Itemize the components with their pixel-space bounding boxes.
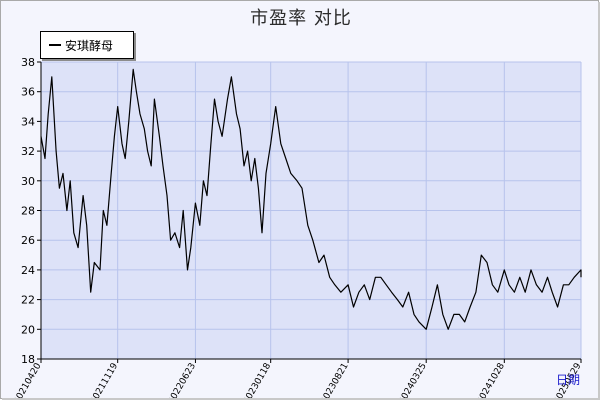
y-tick-label: 32	[21, 145, 35, 158]
x-tick-label: 20211119	[89, 361, 121, 399]
frame-shadow-bottom	[2, 398, 600, 400]
series-line	[40, 68, 582, 330]
frame-shadow-right	[598, 2, 600, 400]
x-tick-label: 20230118	[242, 361, 274, 399]
y-tick-label: 26	[21, 234, 35, 247]
y-tick-label: 38	[21, 56, 35, 69]
legend-label: 安琪酵母	[65, 39, 114, 53]
y-tick-label: 34	[21, 115, 35, 128]
chart-title: 市盈率 对比	[250, 8, 352, 29]
x-tick-label: 20220623	[166, 362, 198, 400]
legend-swatch	[49, 44, 61, 46]
x-tick-label: 20230821	[319, 362, 351, 400]
x-tick-label: 20210420	[12, 361, 44, 399]
y-tick-label: 28	[21, 205, 35, 218]
legend: 安琪酵母	[40, 31, 134, 59]
x-tick-label: 20241028	[475, 361, 507, 399]
x-tick-label: 20240325	[397, 362, 429, 400]
y-tick-label: 36	[21, 86, 35, 99]
x-axis-title: 日期	[556, 373, 581, 387]
y-tick-label: 24	[21, 264, 35, 277]
y-tick-label: 20	[21, 323, 35, 336]
y-tick-label: 22	[21, 294, 35, 307]
y-tick-label: 30	[21, 175, 35, 188]
y-tick-label: 18	[21, 353, 35, 366]
